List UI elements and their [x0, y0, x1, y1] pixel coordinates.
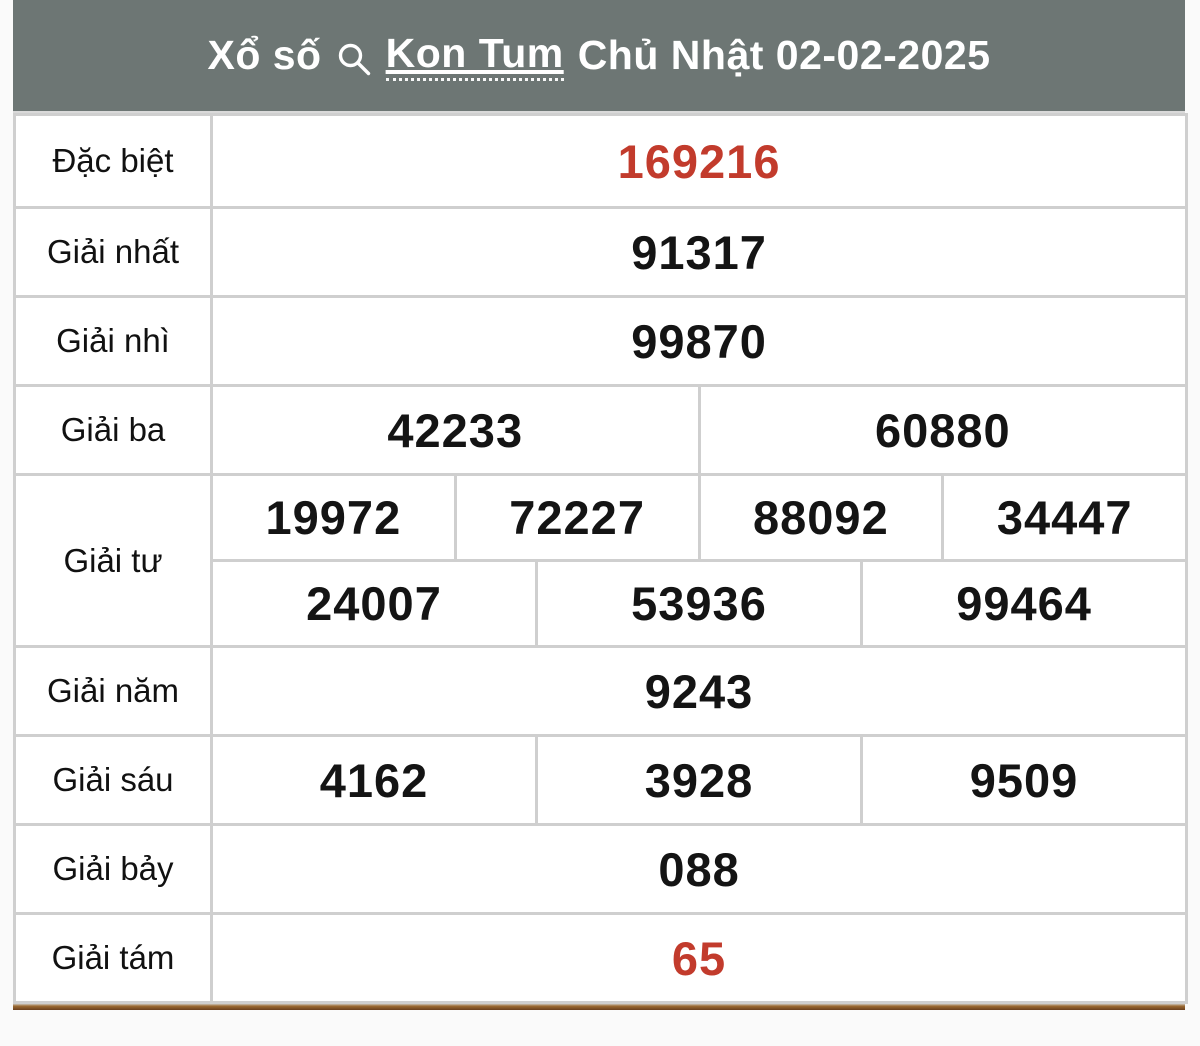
prize-value: 99464	[859, 559, 1189, 648]
header-title-prefix: Xổ số	[207, 32, 322, 78]
prize-row-giai-ba: Giải ba 42233 60880	[13, 384, 1189, 476]
prize-value: 88092	[697, 473, 945, 562]
prize-value: 34447	[941, 473, 1189, 562]
header-title-suffix: Chủ Nhật 02-02-2025	[577, 32, 991, 78]
prize-value: 72227	[453, 473, 701, 562]
prize-label: Giải ba	[13, 384, 213, 476]
prize-row-giai-tam: Giải tám 65	[13, 912, 1189, 1004]
prize-value: 24007	[210, 559, 538, 648]
prize-row-giai-nhat: Giải nhất 91317	[13, 206, 1189, 298]
prize-row-giai-bay: Giải bảy 088	[13, 823, 1189, 915]
prize-value: 99870	[209, 295, 1189, 387]
prize-label: Giải nhì	[13, 295, 213, 387]
prize-value: 65	[209, 912, 1189, 1004]
results-header: Xổ số Kon Tum Chủ Nhật 02-02-2025	[13, 0, 1185, 113]
prize-label: Giải sáu	[13, 734, 213, 826]
prize-label: Giải năm	[13, 645, 213, 737]
prize-row-giai-sau: Giải sáu 4162 3928 9509	[13, 734, 1189, 826]
prize-label: Giải tư	[13, 473, 213, 648]
prize-value: 91317	[209, 206, 1189, 298]
prize-value: 169216	[209, 113, 1189, 209]
prize-row-giai-nam: Giải năm 9243	[13, 645, 1189, 737]
province-link[interactable]: Kon Tum	[385, 30, 564, 81]
results-table: Đặc biệt 169216 Giải nhất 91317 Giải nhì…	[13, 113, 1189, 1004]
prize-value: 3928	[535, 734, 863, 826]
prize-value: 9509	[859, 734, 1189, 826]
results-sheet: Xổ số Kon Tum Chủ Nhật 02-02-2025 Đặc bi…	[13, 0, 1189, 1010]
search-icon[interactable]	[336, 40, 372, 76]
prize-value: 4162	[210, 734, 538, 826]
prize-value: 9243	[209, 645, 1189, 737]
prize-row-dac-biet: Đặc biệt 169216	[13, 113, 1189, 209]
bottom-edge-bar	[13, 1004, 1185, 1010]
prize-row-giai-tu-2: 24007 53936 99464	[15, 559, 1189, 648]
prize-label: Giải nhất	[13, 206, 213, 298]
prize-value: 42233	[210, 384, 701, 476]
prize-value: 19972	[210, 473, 457, 562]
prize-value: 53936	[535, 559, 863, 648]
prize-value: 60880	[697, 384, 1189, 476]
prize-label: Đặc biệt	[13, 113, 213, 209]
prize-value: 088	[209, 823, 1189, 915]
prize-label: Giải bảy	[13, 823, 213, 915]
prize-row-giai-tu-1: Giải tư 19972 72227 88092 34447	[13, 473, 1189, 648]
prize-row-giai-nhi: Giải nhì 99870	[13, 295, 1189, 387]
prize-label: Giải tám	[13, 912, 213, 1004]
